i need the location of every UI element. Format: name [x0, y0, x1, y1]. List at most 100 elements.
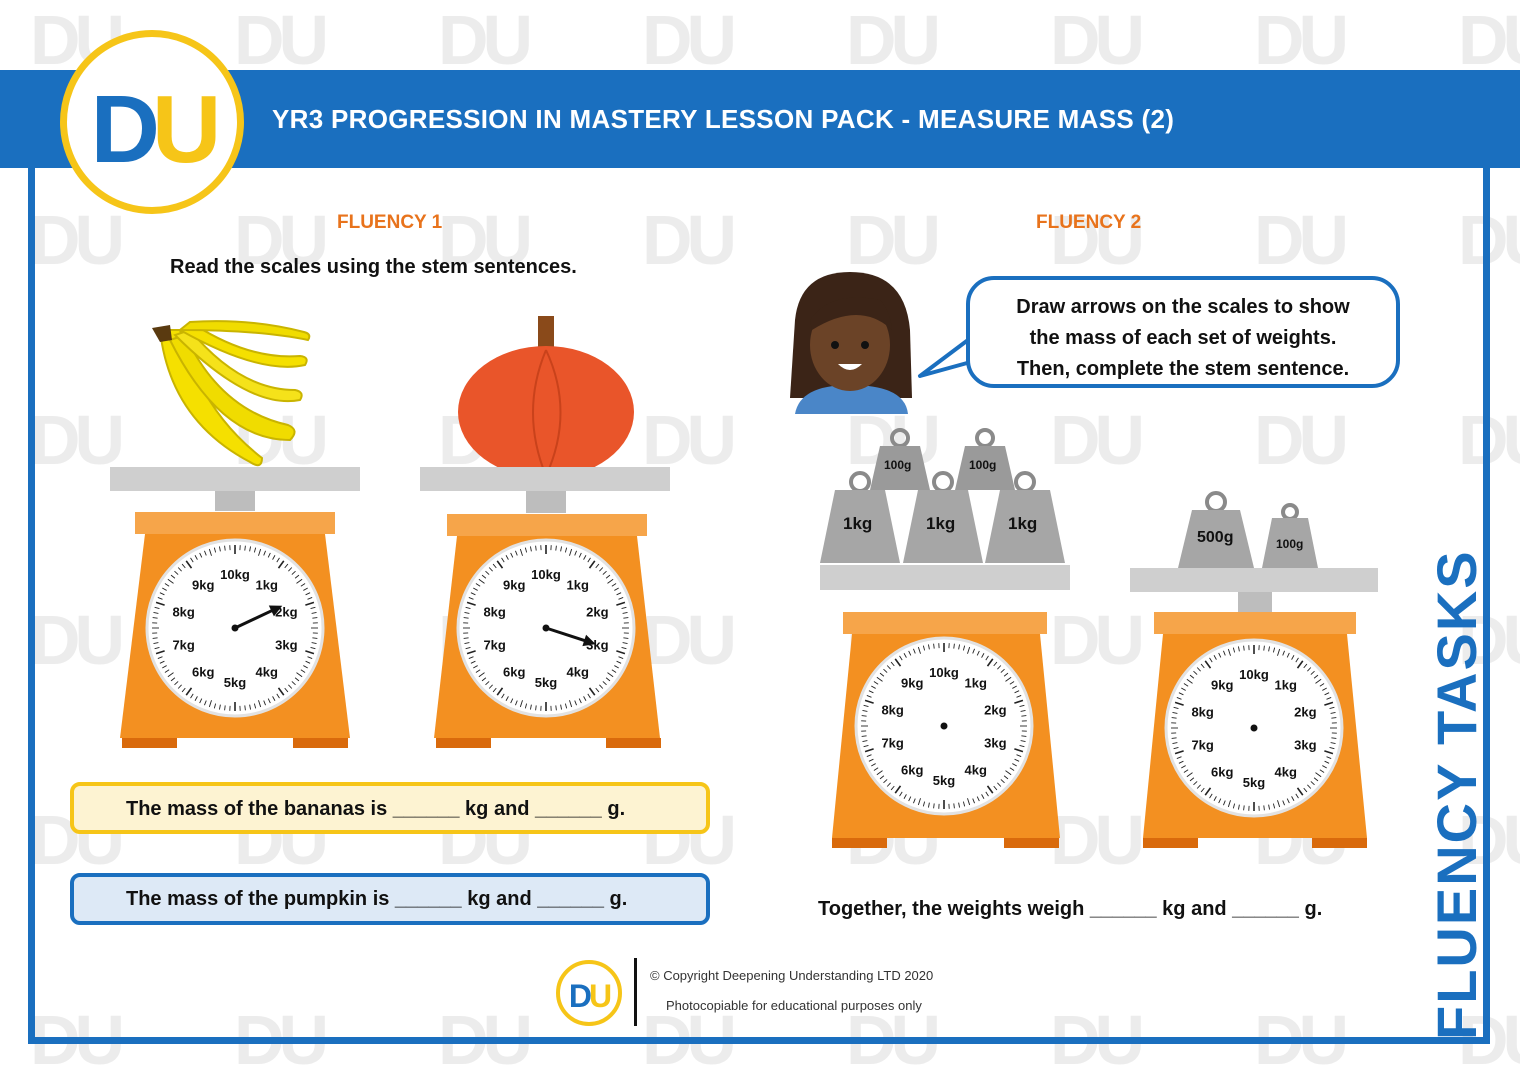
- dial-label: 6kg: [192, 665, 214, 680]
- dial-tick: [225, 546, 226, 551]
- dial-tick: [312, 618, 317, 619]
- dial-tick: [623, 618, 628, 619]
- dial-weights-b: 10kg 1kg 2kg 3kg 4kg 5kg 6kg 7kg 8kg 9kg: [1166, 640, 1342, 816]
- dial-label: 7kg: [1191, 738, 1213, 753]
- dial-label: 2kg: [1294, 704, 1316, 719]
- dial-tick: [1021, 716, 1026, 717]
- weight-label: 1kg: [1008, 514, 1037, 534]
- dial-label: 8kg: [881, 702, 903, 717]
- weights-set-a: [820, 430, 1065, 563]
- logo-letter-u: U: [589, 978, 609, 1014]
- dial-label: 6kg: [1211, 765, 1233, 780]
- dial-label: 9kg: [1211, 677, 1233, 692]
- pumpkin-image: [458, 316, 634, 478]
- dial-tick: [153, 618, 158, 619]
- stem-sentence-bananas[interactable]: The mass of the bananas is ______ kg and…: [126, 798, 625, 821]
- dial-label: 6kg: [901, 763, 923, 778]
- dial-tick: [954, 644, 955, 649]
- weight-label: 1kg: [843, 514, 872, 534]
- dial-label: 7kg: [483, 638, 505, 653]
- dial-tick: [1021, 736, 1026, 737]
- dial-label: 1kg: [256, 577, 278, 592]
- dial-tick: [1172, 718, 1177, 719]
- dial-label: 3kg: [275, 638, 297, 653]
- dial-label: 10kg: [220, 567, 250, 582]
- dial-label: 4kg: [1275, 765, 1297, 780]
- dial-tick: [464, 618, 469, 619]
- dial-label: 5kg: [933, 773, 955, 788]
- dial-label: 9kg: [503, 577, 525, 592]
- dial-center: [1251, 725, 1258, 732]
- dial-tick: [536, 705, 537, 710]
- dial-tick: [623, 638, 628, 639]
- dial-tick: [934, 644, 935, 649]
- footer-note: Photocopiable for educational purposes o…: [666, 998, 922, 1013]
- dial-tick: [245, 546, 246, 551]
- bubble-line: the mass of each set of weights.: [966, 323, 1400, 354]
- dial-tick: [245, 705, 246, 710]
- stem-sentence-pumpkin[interactable]: The mass of the pumpkin is ______ kg and…: [126, 888, 627, 911]
- bubble-line: Then, complete the stem sentence.: [966, 354, 1400, 385]
- dial-label: 10kg: [531, 567, 561, 582]
- dial-label: 5kg: [535, 675, 557, 690]
- dial-tick: [153, 638, 158, 639]
- dial-tick: [862, 716, 867, 717]
- dial-tick: [556, 705, 557, 710]
- dial-label: 1kg: [1275, 677, 1297, 692]
- weight-label: 1kg: [926, 514, 955, 534]
- dial-label: 10kg: [929, 665, 959, 680]
- dial-label: 10kg: [1239, 667, 1269, 682]
- dial-label: 1kg: [965, 675, 987, 690]
- logo-letter-d: D: [569, 978, 589, 1014]
- side-title: FLUENCY TASKS: [1424, 549, 1489, 1040]
- footer-divider: [634, 958, 637, 1026]
- dial-label: 5kg: [224, 675, 246, 690]
- dial-tick: [1172, 738, 1177, 739]
- dial-label: 4kg: [567, 665, 589, 680]
- dial-tick: [1264, 646, 1265, 651]
- dial-tick: [862, 736, 867, 737]
- dial-label: 9kg: [901, 675, 923, 690]
- dial-tick: [556, 546, 557, 551]
- weight-label: 100g: [884, 458, 911, 472]
- weight-label: 500g: [1197, 529, 1233, 547]
- dial-label: 8kg: [1191, 704, 1213, 719]
- dial-label: 8kg: [483, 604, 505, 619]
- dial-label: 3kg: [1294, 738, 1316, 753]
- dial-tick: [1244, 646, 1245, 651]
- dial-tick: [464, 638, 469, 639]
- dial-label: 7kg: [881, 736, 903, 751]
- dial-weights-a: 10kg 1kg 2kg 3kg 4kg 5kg 6kg 7kg 8kg 9kg: [856, 638, 1032, 814]
- girl-avatar: [790, 272, 912, 414]
- dial-tick: [954, 803, 955, 808]
- dial-label: 4kg: [256, 665, 278, 680]
- bananas-image: [152, 321, 309, 465]
- dial-label: 8kg: [172, 604, 194, 619]
- dial-tick: [1331, 718, 1336, 719]
- dial-label: 2kg: [586, 604, 608, 619]
- dial-tick: [312, 638, 317, 639]
- dial-tick: [1331, 738, 1336, 739]
- stem-sentence-together[interactable]: Together, the weights weigh ______ kg an…: [818, 898, 1322, 921]
- weight-label: 100g: [1276, 537, 1303, 551]
- dial-tick: [934, 803, 935, 808]
- dial-label: 2kg: [984, 702, 1006, 717]
- dial-label: 6kg: [503, 665, 525, 680]
- speech-bubble-text: Draw arrows on the scales to show the ma…: [966, 292, 1400, 385]
- dial-tick: [1244, 805, 1245, 810]
- dial-tick: [536, 546, 537, 551]
- dial-tick: [1264, 805, 1265, 810]
- dial-label: 4kg: [965, 763, 987, 778]
- dial-tick: [225, 705, 226, 710]
- dial-label: 7kg: [172, 638, 194, 653]
- dial-label: 1kg: [567, 577, 589, 592]
- dial-label: 3kg: [984, 736, 1006, 751]
- weight-label: 100g: [969, 458, 996, 472]
- dial-label: 5kg: [1243, 775, 1265, 790]
- footer-copyright: © Copyright Deepening Understanding LTD …: [650, 968, 933, 983]
- dial-label: 9kg: [192, 577, 214, 592]
- dial-center: [941, 723, 948, 730]
- bubble-line: Draw arrows on the scales to show: [966, 292, 1400, 323]
